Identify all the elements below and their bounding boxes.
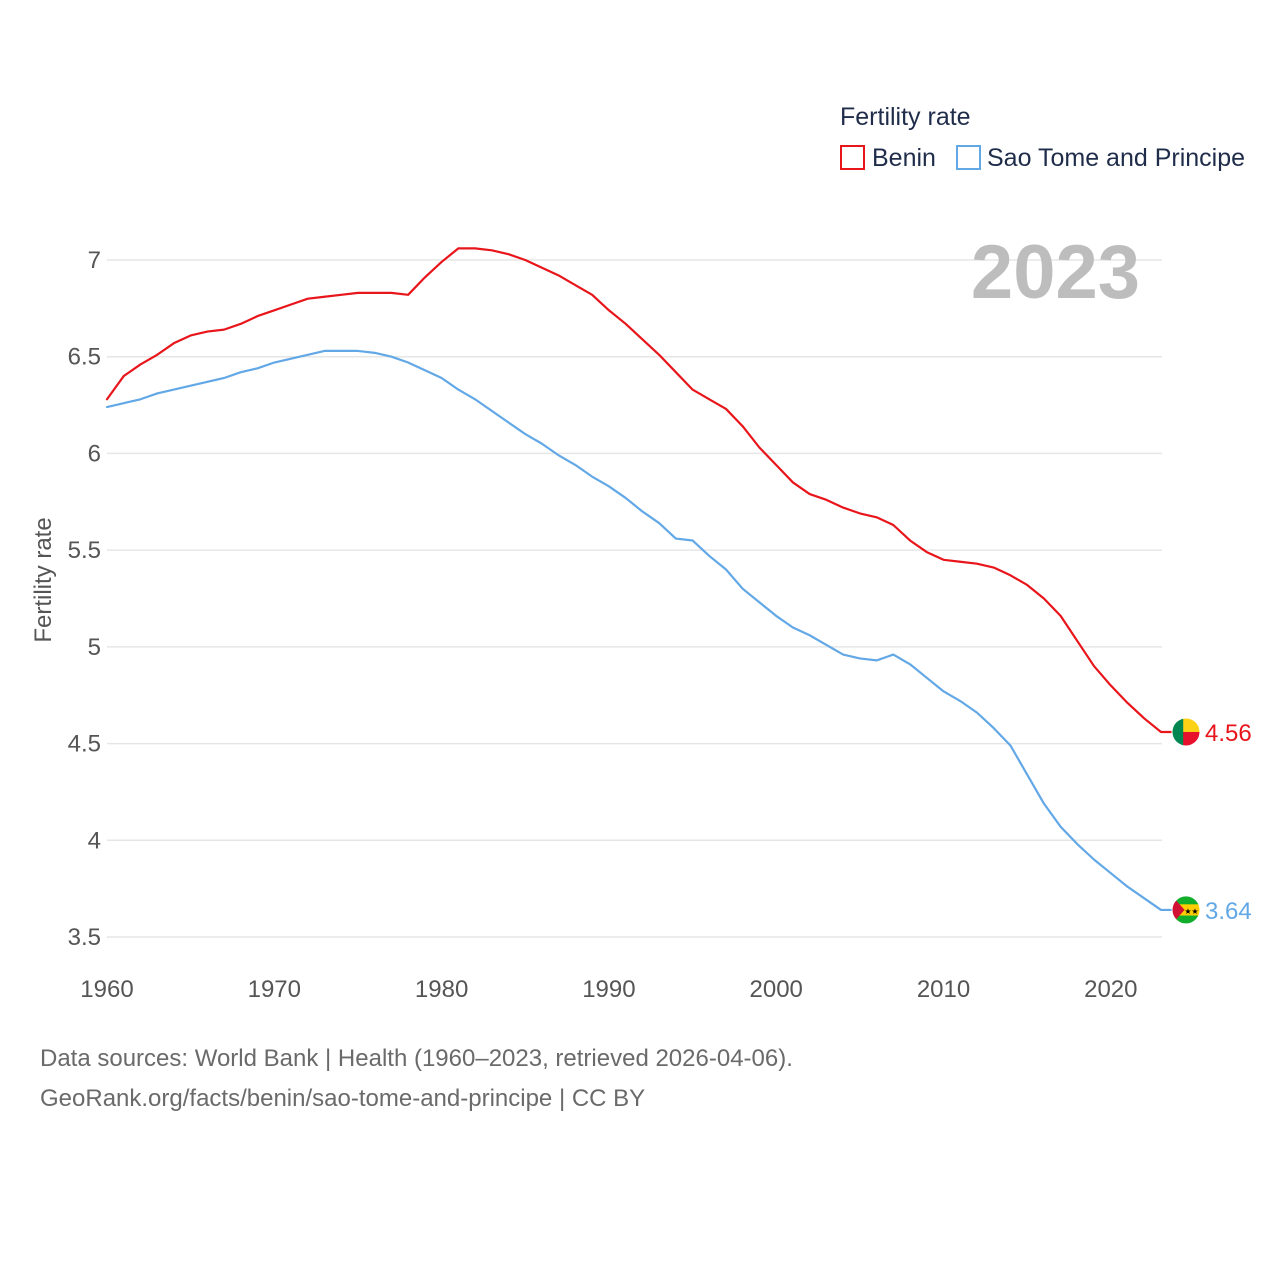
- footer-source: Data sources: World Bank | Health (1960–…: [40, 1045, 793, 1072]
- x-axis-ticks: 1960 1970 1980 1990 2000 2010 2020: [80, 976, 1137, 1003]
- y-tick-label: 4: [88, 827, 101, 854]
- benin-flag-icon: [1171, 717, 1201, 747]
- y-tick-label: 5: [88, 634, 101, 661]
- end-value-label-benin: 4.56: [1205, 720, 1252, 747]
- y-tick-label: 7: [88, 247, 101, 274]
- legend-title: Fertility rate: [840, 103, 971, 131]
- x-tick-label: 2010: [917, 976, 970, 1003]
- y-tick-label: 6: [88, 440, 101, 467]
- x-tick-label: 2020: [1084, 976, 1137, 1003]
- y-tick-label: 6.5: [68, 344, 101, 371]
- end-value-label-sao-tome: 3.64: [1205, 898, 1252, 925]
- y-tick-label: 5.5: [68, 537, 101, 564]
- legend-label-benin: Benin: [872, 144, 936, 172]
- y-tick-label: 4.5: [68, 731, 101, 758]
- svg-text:★: ★: [1184, 907, 1191, 916]
- y-axis-title: Fertility rate: [30, 517, 57, 642]
- y-tick-label: 3.5: [68, 924, 101, 951]
- legend: Fertility rate Benin Sao Tome and Princi…: [840, 103, 1245, 172]
- legend-label-sao-tome: Sao Tome and Principe: [987, 144, 1245, 172]
- x-tick-label: 1960: [80, 976, 133, 1003]
- legend-item-benin[interactable]: Benin: [840, 144, 936, 172]
- series-line-sao-tome[interactable]: [105, 349, 1175, 912]
- legend-item-sao-tome[interactable]: Sao Tome and Principe: [956, 144, 1245, 172]
- gridlines: [107, 259, 1162, 938]
- legend-swatch-sao-tome: [956, 145, 981, 170]
- sao-tome-flag-icon: ★ ★: [1171, 895, 1201, 925]
- x-tick-label: 2000: [750, 976, 803, 1003]
- x-tick-label: 1970: [248, 976, 301, 1003]
- x-tick-label: 1990: [582, 976, 635, 1003]
- y-axis-ticks: 3.5 4 4.5 5 5.5 6 6.5 7: [68, 247, 101, 951]
- series-end-markers: 4.56★ ★ 3.64: [1171, 717, 1252, 925]
- series-line-benin[interactable]: [105, 247, 1175, 734]
- x-tick-label: 1980: [415, 976, 468, 1003]
- legend-swatch-benin: [840, 145, 865, 170]
- svg-text:★: ★: [1191, 907, 1198, 916]
- footer-credit[interactable]: GeoRank.org/facts/benin/sao-tome-and-pri…: [40, 1085, 646, 1112]
- series-lines: [105, 247, 1175, 912]
- year-label: 2023: [971, 230, 1140, 315]
